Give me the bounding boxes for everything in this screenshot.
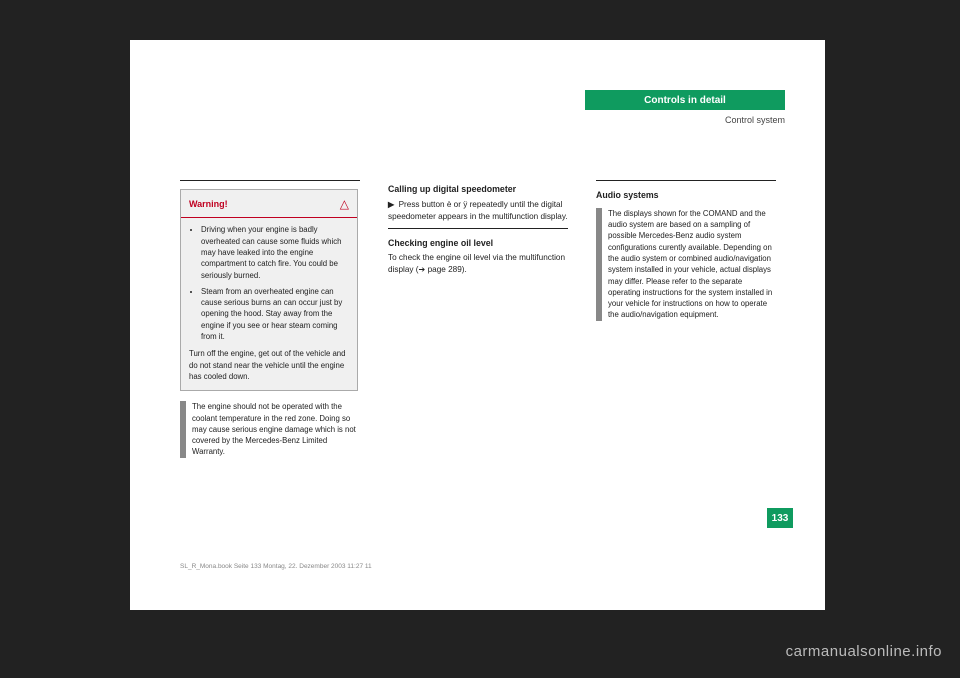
info-box: The engine should not be operated with t…	[180, 401, 360, 457]
column-rule	[180, 180, 360, 181]
warning-tail: Turn off the engine, get out of the vehi…	[189, 348, 349, 382]
heading-digital-speedometer: Calling up digital speedometer	[388, 183, 568, 196]
heading-audio-systems: Audio systems	[596, 189, 776, 202]
warning-bullet: Steam from an overheated engine can caus…	[201, 286, 349, 342]
page-number-value: 133	[772, 513, 789, 524]
page-number: 133	[767, 508, 793, 528]
footer: SL_R_Mona.book Seite 133 Montag, 22. Dez…	[180, 563, 775, 570]
info-box: The displays shown for the COMAND and th…	[596, 208, 776, 321]
info-text: The engine should not be operated with t…	[192, 401, 360, 457]
section-title: Controls in detail	[644, 95, 726, 106]
step-marker-icon: ▶	[388, 200, 394, 209]
heading-engine-oil: Checking engine oil level	[388, 237, 568, 250]
warning-title: Warning!	[189, 198, 228, 211]
section-header: Controls in detail	[585, 90, 785, 110]
content-columns: Warning! △ Driving when your engine is b…	[180, 180, 780, 466]
warning-body: Driving when your engine is badly overhe…	[181, 218, 357, 390]
warning-bullet: Driving when your engine is badly overhe…	[201, 224, 349, 280]
warning-icon: △	[340, 196, 349, 213]
warning-list: Driving when your engine is badly overhe…	[189, 224, 349, 342]
column-rule	[388, 228, 568, 229]
footer-left: SL_R_Mona.book Seite 133 Montag, 22. Dez…	[180, 563, 372, 570]
section-subtitle: Control system	[585, 115, 785, 125]
instruction-body: Press button è or ÿ repeatedly until the…	[388, 200, 568, 221]
manual-page: Controls in detail Control system Warnin…	[130, 40, 825, 610]
info-bar-icon	[180, 401, 186, 457]
warning-header: Warning! △	[181, 190, 357, 218]
audio-info-text: The displays shown for the COMAND and th…	[608, 208, 776, 321]
oil-check-text: To check the engine oil level via the mu…	[388, 252, 568, 276]
column-rule	[596, 180, 776, 181]
column-3: Audio systems The displays shown for the…	[596, 180, 776, 466]
column-2: Calling up digital speedometer ▶ Press b…	[388, 180, 568, 466]
watermark: carmanualsonline.info	[786, 643, 942, 660]
instruction-text: ▶ Press button è or ÿ repeatedly until t…	[388, 199, 568, 223]
warning-box: Warning! △ Driving when your engine is b…	[180, 189, 358, 391]
column-1: Warning! △ Driving when your engine is b…	[180, 180, 360, 466]
info-bar-icon	[596, 208, 602, 321]
